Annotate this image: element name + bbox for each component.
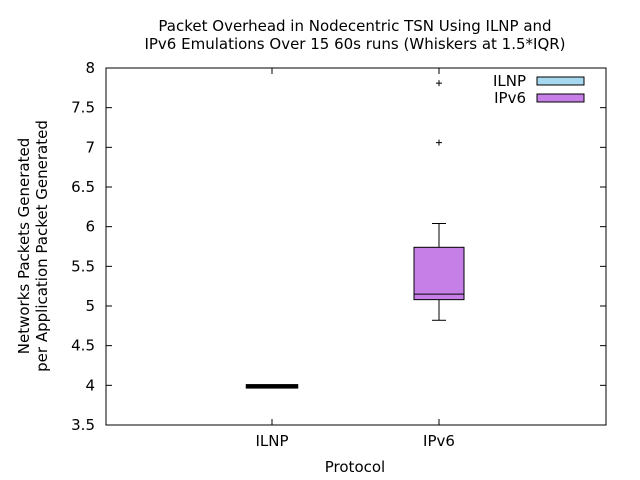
y-axis-label-line2: per Application Packet Generated — [33, 120, 51, 372]
box-series — [245, 80, 465, 389]
y-axis-label-line1: Networks Packets Generated — [15, 138, 33, 354]
legend-label-ilnp: ILNP — [493, 72, 526, 90]
legend-swatch-ilnp — [536, 76, 585, 86]
x-axis: ILNP IPv6 — [255, 68, 455, 450]
y-tick-label: 8 — [85, 59, 95, 77]
box-iqr — [413, 246, 465, 301]
y-tick-label: 6 — [85, 218, 95, 236]
legend-label-ipv6: IPv6 — [494, 89, 526, 107]
y-axis: 3.5 4 4.5 5 5.5 6 6.5 7 7.5 8 — [71, 59, 606, 434]
legend-swatch-ipv6 — [536, 93, 585, 103]
y-tick-label: 7 — [85, 138, 95, 156]
outlier-point — [436, 139, 442, 146]
y-tick-label: 6.5 — [71, 178, 95, 196]
plot-area-border — [105, 67, 607, 426]
x-tick-label: ILNP — [255, 432, 288, 450]
x-axis-label: Protocol — [325, 458, 385, 476]
y-tick-label: 7.5 — [71, 99, 95, 117]
chart-title: Packet Overhead in Nodecentric TSN Using… — [158, 17, 551, 35]
y-tick-label: 3.5 — [71, 416, 95, 434]
y-tick-label: 4.5 — [71, 337, 95, 355]
box-ipv6 — [413, 80, 465, 321]
y-tick-label: 5 — [85, 297, 95, 315]
outlier-point — [436, 80, 442, 87]
box-ilnp — [245, 384, 299, 389]
chart-subtitle: IPv6 Emulations Over 15 60s runs (Whiske… — [144, 35, 565, 53]
y-tick-label: 4 — [85, 376, 95, 394]
x-tick-label: IPv6 — [423, 432, 455, 450]
y-tick-label: 5.5 — [71, 257, 95, 275]
